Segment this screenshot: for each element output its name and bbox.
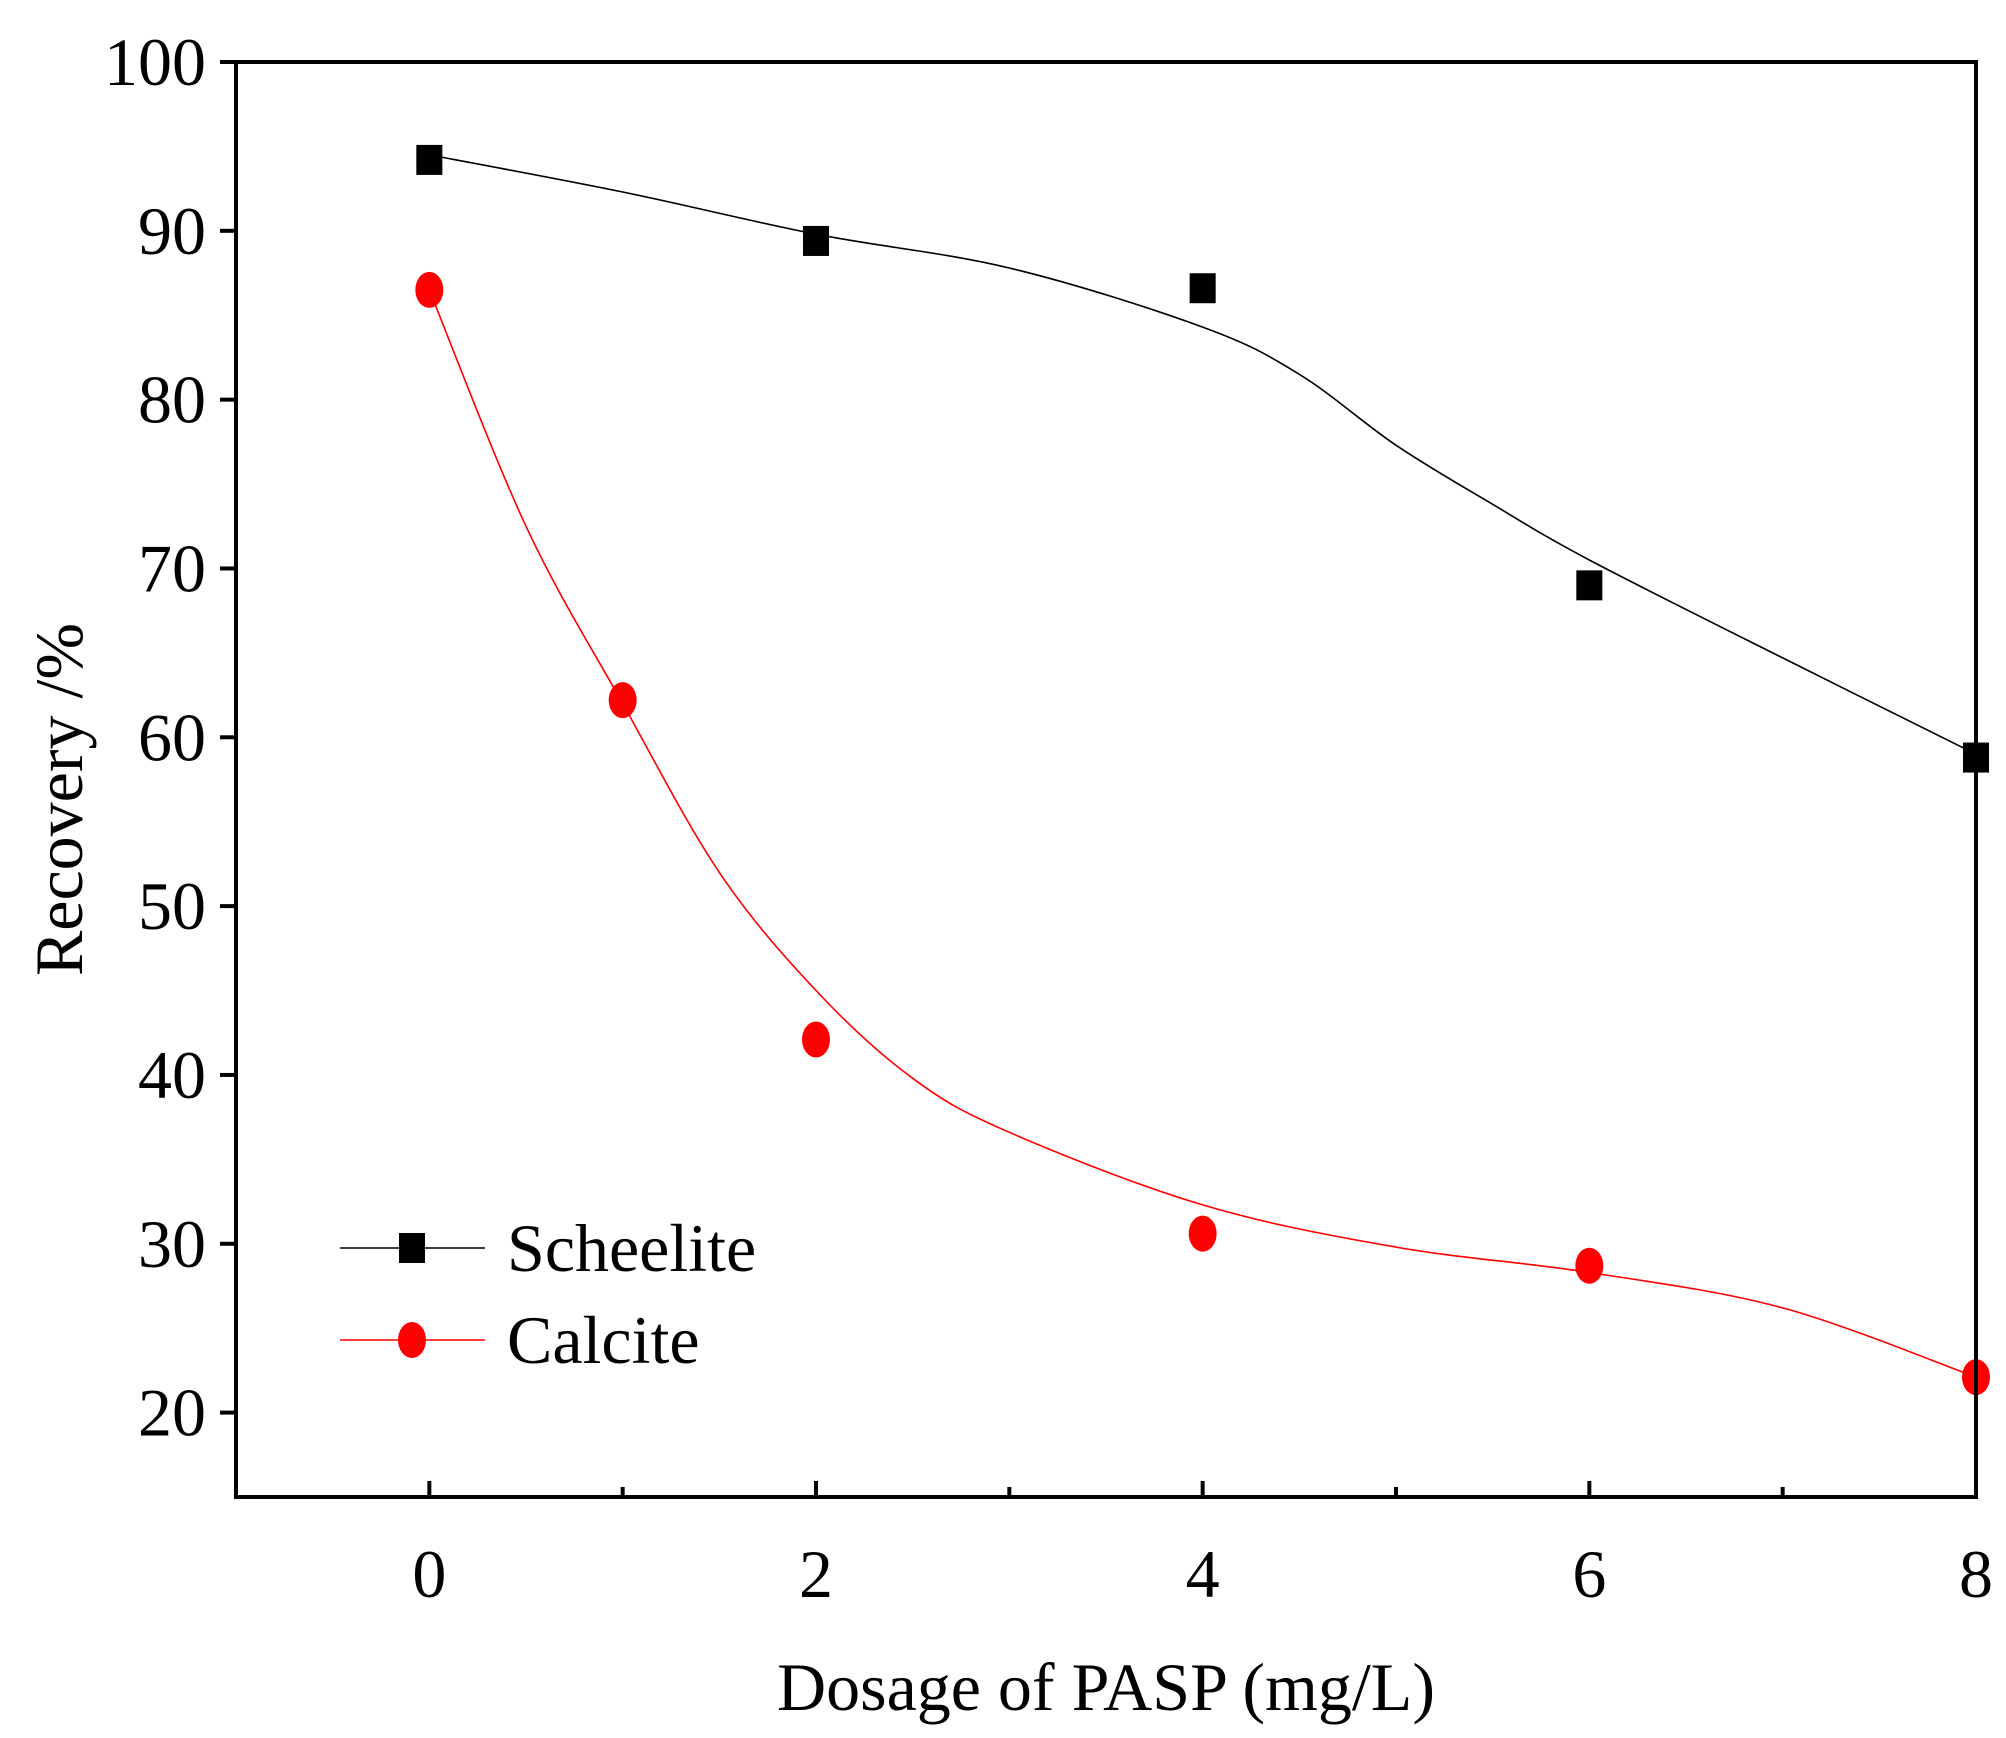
y-tick-label: 30 (138, 1206, 206, 1282)
y-axis-label: Recovery /% (21, 623, 97, 976)
y-tick-label: 70 (138, 530, 206, 606)
x-tick-label: 8 (1959, 1536, 1993, 1612)
x-axis: 0 2 4 6 8 (412, 1481, 1993, 1612)
y-tick-label: 40 (138, 1037, 206, 1113)
point-scheelite (1189, 273, 1216, 304)
data-markers (415, 144, 1990, 1396)
y-tick-label: 50 (138, 868, 206, 944)
x-tick-label: 0 (412, 1536, 446, 1612)
point-calcite (1575, 1247, 1604, 1284)
legend-marker-scheelite (399, 1233, 425, 1263)
point-scheelite (416, 144, 443, 175)
y-tick-label: 60 (138, 699, 206, 775)
y-tick-label: 20 (138, 1375, 206, 1451)
y-tick-label: 80 (138, 362, 206, 438)
point-calcite (1188, 1215, 1217, 1252)
point-scheelite (1576, 570, 1603, 601)
legend-label-calcite: Calcite (507, 1302, 700, 1378)
plot-frame (234, 60, 1978, 1499)
point-calcite (802, 1021, 830, 1058)
x-axis-label: Dosage of PASP (mg/L) (777, 1649, 1435, 1725)
y-tick-label: 100 (104, 24, 206, 100)
curve-scheelite (429, 154, 1977, 755)
curve-calcite (428, 289, 1977, 1378)
y-axis: 20 30 40 50 60 70 80 90 100 (104, 24, 236, 1451)
point-calcite (415, 271, 444, 308)
legend-label-scheelite: Scheelite (507, 1210, 756, 1286)
x-tick-label: 4 (1186, 1536, 1220, 1612)
point-calcite (608, 682, 637, 719)
legend-marker-calcite (398, 1322, 426, 1358)
fitted-curves (428, 154, 1977, 1378)
x-tick-label: 2 (799, 1536, 833, 1612)
legend: Scheelite Calcite (340, 1210, 756, 1378)
point-scheelite (803, 225, 829, 256)
x-tick-label: 6 (1572, 1536, 1606, 1612)
y-tick-label: 90 (138, 193, 206, 269)
